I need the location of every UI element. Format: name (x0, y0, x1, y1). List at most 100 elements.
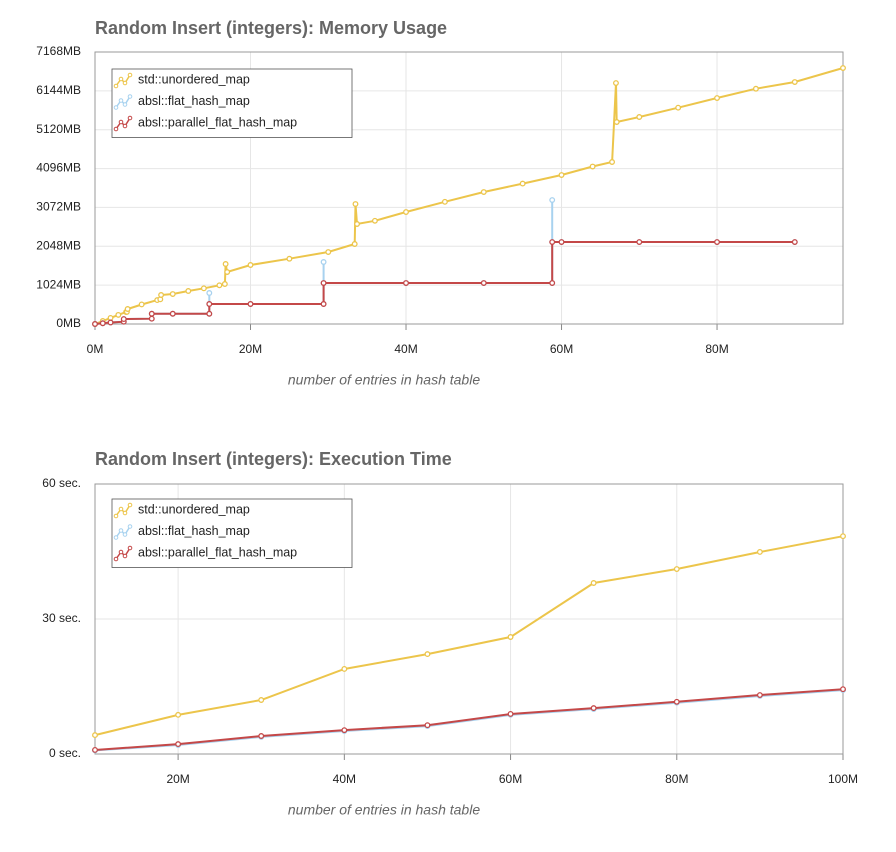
legend-icon-dot (122, 553, 128, 559)
legend-label: std::unordered_map (138, 502, 250, 516)
point (519, 180, 526, 187)
legend-icon-dot (113, 83, 119, 89)
point (258, 733, 265, 739)
point (752, 85, 759, 92)
legend-icon-dot (122, 123, 128, 129)
point (224, 269, 231, 275)
point (714, 239, 720, 245)
x-tick-label: 40M (394, 342, 417, 356)
point (549, 197, 556, 203)
x-tick-label: 60M (550, 342, 573, 356)
point (169, 310, 176, 317)
legend-icon-dot (118, 76, 124, 82)
x-tick-label: 80M (705, 342, 728, 356)
y-tick-label: 6144MB (36, 83, 81, 97)
point (371, 217, 378, 224)
point (613, 80, 619, 86)
chart-title: Random Insert (integers): Memory Usage (95, 18, 447, 38)
legend-icon-dot (113, 513, 119, 519)
point (115, 311, 122, 318)
legend-icon-dot (127, 115, 133, 121)
legend-icon (115, 526, 131, 538)
legend-label: std::unordered_map (138, 72, 250, 86)
point (206, 290, 213, 296)
series-line (94, 67, 844, 325)
point (200, 285, 207, 292)
legend-icon-dot (118, 506, 124, 512)
point (148, 310, 155, 317)
legend-icon (115, 96, 131, 108)
point (714, 95, 720, 101)
legend-icon-dot (113, 535, 119, 540)
y-tick-label: 0 sec. (49, 746, 81, 760)
x-tick-label: 20M (166, 772, 189, 786)
point (590, 705, 597, 712)
point (99, 320, 106, 327)
point (507, 634, 514, 640)
legend-icon (115, 504, 131, 517)
point (175, 711, 182, 718)
point (206, 310, 213, 317)
point (216, 282, 223, 289)
point (636, 239, 643, 245)
point (320, 280, 327, 286)
point (92, 321, 98, 327)
x-tick-label: 100M (828, 772, 858, 786)
point (403, 280, 409, 286)
x-tick-label: 80M (665, 772, 688, 786)
point (590, 580, 597, 586)
legend-label: absl::flat_hash_map (138, 524, 250, 538)
legend-icon-dot (122, 532, 128, 537)
legend-label: absl::flat_hash_map (138, 94, 250, 108)
legend-icon-dot (127, 72, 133, 78)
y-tick-label: 1024MB (36, 277, 81, 291)
y-tick-label: 0MB (56, 316, 81, 330)
x-tick-label: 60M (499, 772, 522, 786)
series-line (94, 535, 844, 737)
point (636, 114, 643, 120)
legend-icon-dot (118, 528, 124, 533)
point (158, 292, 165, 298)
point (840, 686, 846, 693)
legend-icon-dot (122, 80, 128, 86)
point (222, 261, 229, 267)
point (589, 163, 596, 170)
point (341, 727, 348, 734)
point (441, 198, 448, 205)
legend-icon (115, 117, 131, 130)
legend-icon-dot (122, 510, 128, 516)
point (675, 104, 682, 111)
point (558, 172, 565, 178)
point (549, 280, 556, 286)
point (609, 159, 616, 165)
x-tick-label: 0M (87, 342, 104, 356)
point (756, 549, 763, 555)
x-axis-label: number of entries in hash table (288, 372, 480, 388)
point (221, 281, 228, 287)
point (424, 722, 431, 729)
point (247, 262, 254, 268)
legend-icon-dot (118, 549, 124, 555)
point (286, 255, 293, 262)
legend-icon-dot (113, 105, 119, 110)
point (107, 319, 114, 326)
point (791, 79, 798, 85)
legend-icon (115, 547, 131, 560)
point (673, 698, 680, 705)
y-tick-label: 4096MB (36, 161, 81, 175)
legend-icon (115, 74, 131, 87)
legend-icon-dot (118, 98, 124, 103)
plot-border (94, 483, 844, 755)
point (138, 301, 145, 308)
point (354, 221, 360, 227)
point (341, 666, 348, 672)
legend-icon-dot (127, 545, 133, 551)
legend-box (111, 498, 353, 568)
chart-title: Random Insert (integers): Execution Time (95, 449, 452, 469)
point (325, 249, 332, 255)
plot-border (94, 51, 844, 325)
point (120, 316, 127, 323)
legend-icon-dot (118, 119, 124, 125)
point (185, 288, 192, 294)
